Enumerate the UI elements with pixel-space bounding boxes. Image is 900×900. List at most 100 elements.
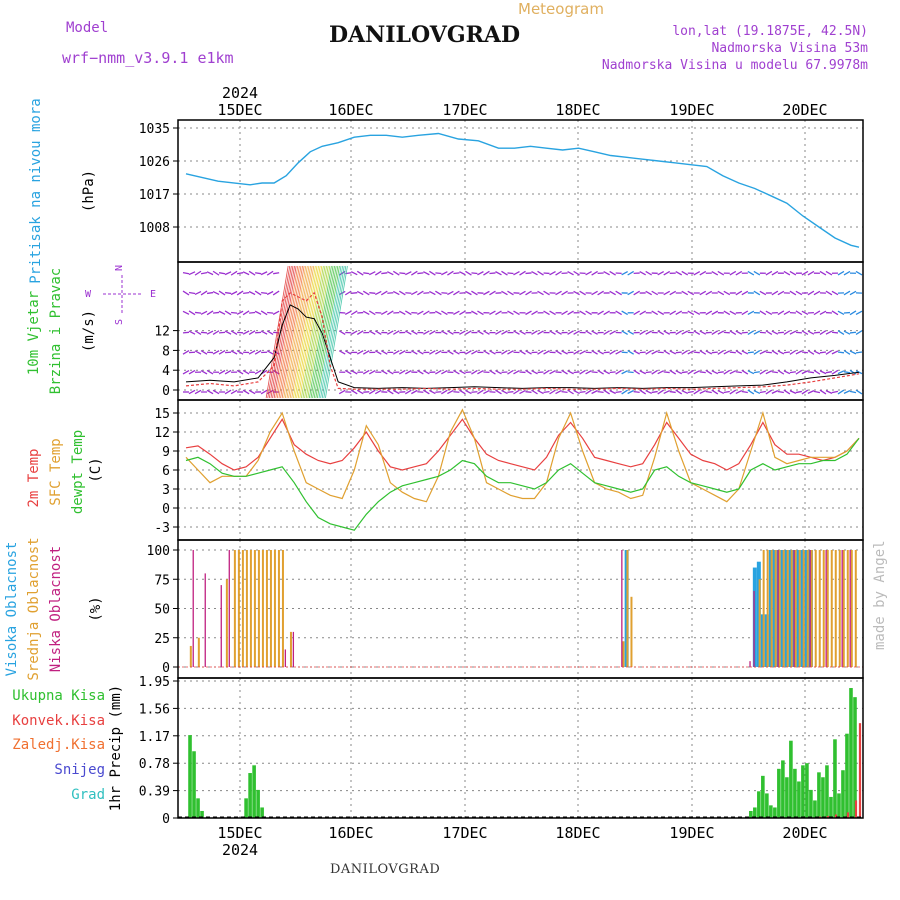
wind-storm-barb — [300, 265, 324, 399]
wind-arrow — [615, 369, 622, 375]
low-cloud-bar — [228, 550, 230, 667]
wind-arrow — [747, 389, 755, 395]
y-tick-label: 1008 — [139, 221, 170, 236]
wind-arrow — [495, 310, 502, 316]
wind-arrow — [368, 271, 376, 276]
y-tick-label: 1.17 — [139, 730, 170, 745]
total-rain-bar — [849, 688, 853, 818]
y-tick-label: 50 — [154, 603, 170, 618]
wind-arrow — [807, 371, 815, 374]
wind-arrow — [723, 310, 731, 316]
wind-arrow — [555, 270, 562, 276]
wind-arrow — [765, 270, 773, 276]
wind-arrow — [573, 350, 580, 355]
wind-arrow — [579, 310, 586, 316]
wind-arrow — [386, 369, 394, 375]
wind-arrow — [603, 310, 610, 316]
wind-arrow — [567, 310, 574, 316]
wind-arrow — [813, 331, 820, 334]
total-rain-bar — [765, 793, 769, 818]
wind-arrow — [723, 290, 731, 296]
wind-arrow — [212, 330, 220, 335]
low-cloud-bar — [825, 550, 827, 667]
wind-arrow — [711, 370, 719, 375]
wind-arrow — [513, 271, 520, 276]
mid-cloud-bar — [766, 550, 769, 667]
mid-cloud-bar — [269, 550, 272, 667]
wind-arrow — [741, 390, 748, 394]
wind-arrow — [531, 330, 538, 335]
wind-arrow — [633, 350, 640, 355]
wind-arrow — [645, 290, 653, 296]
wind-arrow — [831, 331, 839, 334]
wind-arrow — [771, 349, 779, 355]
low-cloud-bar — [192, 550, 194, 667]
wind-arrow — [759, 350, 767, 355]
mid-cloud-bar — [826, 550, 829, 667]
wind-arrow — [254, 290, 262, 296]
wind-arrow — [843, 270, 851, 276]
conv-rain-bar — [854, 800, 858, 818]
compass-n: N — [114, 265, 125, 271]
wind-arrow — [585, 310, 592, 316]
wind-arrow — [489, 310, 496, 316]
wind-arrow — [218, 350, 226, 355]
wind-arrow — [465, 270, 472, 276]
wind-arrow — [591, 290, 598, 296]
wind-arrow — [489, 272, 496, 275]
wind-arrow — [338, 270, 346, 276]
x-tick-label-bottom: 19DEC — [669, 824, 714, 842]
wind-arrow — [200, 290, 208, 296]
wind-storm-barb — [283, 265, 307, 399]
wind-arrow — [849, 290, 857, 296]
wind-arrow — [254, 369, 262, 375]
mid-cloud-bar — [786, 550, 789, 667]
wind-arrow — [615, 290, 622, 296]
wind-arrow — [501, 350, 508, 355]
mid-cloud-bar — [253, 550, 256, 667]
wind-arrow — [230, 389, 238, 395]
wind-arrow — [591, 389, 598, 395]
wind-arrow — [266, 330, 274, 335]
wind-arrow — [825, 349, 833, 355]
wind-arrow — [471, 310, 478, 316]
wind-arrow — [369, 292, 376, 294]
wind-arrow — [573, 270, 580, 276]
mid-cloud-bar — [249, 550, 252, 667]
wind-arrow — [447, 290, 454, 296]
wind-arrow — [254, 350, 262, 355]
wind-arrow — [825, 330, 833, 335]
wind-arrow — [783, 370, 791, 375]
total-rain-bar — [785, 777, 789, 818]
wind-arrow — [531, 389, 538, 395]
total-rain-bar — [781, 760, 785, 818]
x-tick-label-top: 19DEC — [669, 101, 714, 119]
low-cloud-bar — [809, 550, 811, 667]
mid-cloud-bar — [257, 550, 260, 667]
wind-arrow — [507, 290, 514, 296]
x-tick-label-top: 16DEC — [328, 101, 373, 119]
wind-arrow — [236, 310, 244, 315]
wind-arrow — [591, 330, 598, 335]
wind-arrow — [495, 370, 502, 375]
wind-arrow — [843, 330, 851, 335]
wind-arrow — [537, 330, 544, 335]
wind-arrow — [741, 310, 749, 316]
wind-arrow — [423, 310, 430, 316]
wind-storm-barb — [275, 265, 299, 399]
wind-arrow — [236, 272, 244, 275]
wind-arrow — [224, 271, 232, 276]
wind-arrow — [356, 350, 364, 355]
wind-arrow — [483, 389, 490, 395]
y-tick-label: 6 — [162, 464, 170, 479]
wind-arrow — [459, 271, 466, 276]
wind-arrow — [380, 369, 388, 375]
wind-arrow — [453, 310, 460, 316]
wind-arrow — [200, 310, 208, 315]
pressure-unit: (hPa) — [81, 170, 97, 212]
wind-arrow — [266, 270, 274, 276]
wind-arrow — [681, 371, 688, 374]
mid-cloud-bar — [802, 550, 805, 667]
wind-arrow — [513, 330, 520, 335]
wind-arrow — [843, 390, 851, 394]
